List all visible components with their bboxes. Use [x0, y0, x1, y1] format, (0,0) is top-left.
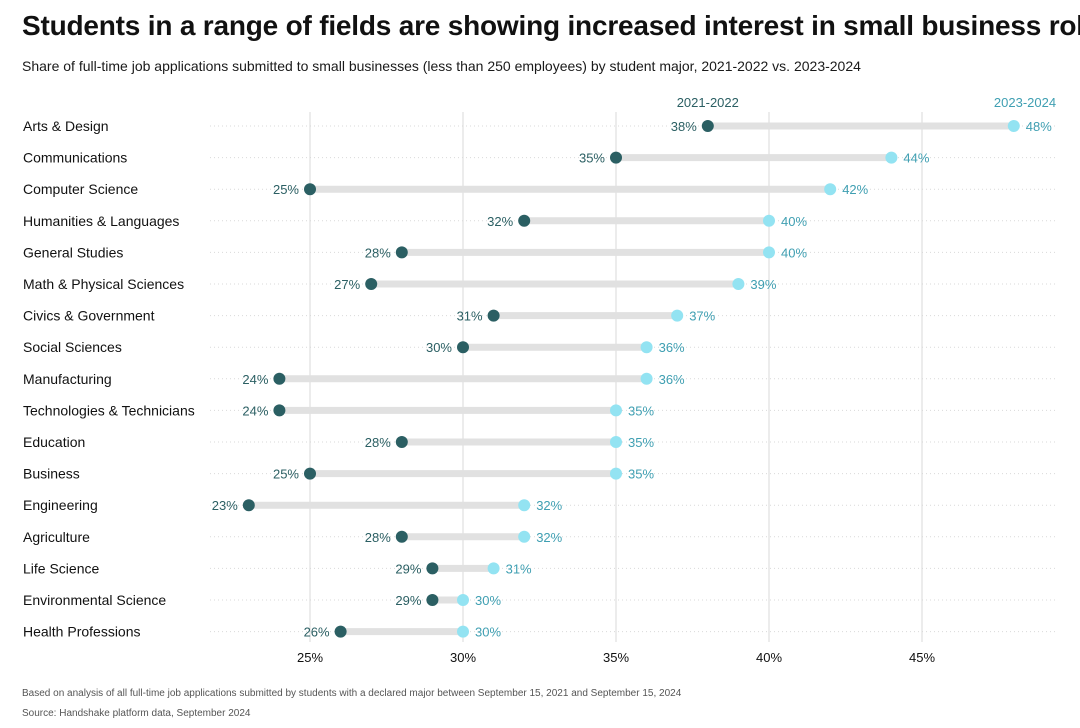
value-label-2021-2022: 25% — [273, 467, 299, 482]
value-label-2021-2022: 28% — [365, 530, 391, 545]
point-2023-2024 — [518, 530, 531, 543]
point-2021-2022 — [304, 467, 316, 480]
category-label: Engineering — [23, 497, 98, 513]
value-label-2021-2022: 23% — [212, 498, 238, 513]
point-2023-2024 — [640, 372, 653, 385]
value-label-2023-2024: 32% — [536, 498, 562, 513]
value-label-2023-2024: 35% — [628, 435, 654, 450]
category-label: Agriculture — [23, 529, 90, 545]
point-2023-2024 — [732, 278, 745, 290]
dumbbell-chart: 25% 30% 35% 40% 45% 2021-2022 2023-2024 Arts & … — [23, 95, 1056, 665]
value-label-2021-2022: 30% — [426, 340, 452, 355]
point-2021-2022 — [395, 246, 408, 259]
point-2021-2022 — [701, 120, 714, 132]
chart-title: Students in a range of fields are showin… — [22, 10, 1080, 41]
point-2023-2024 — [457, 625, 469, 638]
value-label-2023-2024: 30% — [475, 593, 501, 608]
value-label-2023-2024: 35% — [628, 403, 654, 418]
value-label-2021-2022: 24% — [242, 403, 268, 418]
category-label: Computer Science — [23, 181, 138, 197]
x-tick-label: 25% — [297, 650, 323, 665]
x-tick-label: 40% — [756, 650, 782, 665]
value-label-2023-2024: 44% — [903, 151, 929, 166]
point-2023-2024 — [610, 404, 622, 417]
point-2023-2024 — [640, 341, 653, 354]
value-label-2021-2022: 38% — [671, 119, 697, 134]
value-label-2023-2024: 37% — [689, 309, 715, 324]
point-2023-2024 — [487, 562, 500, 575]
value-label-2023-2024: 48% — [1026, 119, 1052, 134]
point-2023-2024 — [1007, 120, 1020, 132]
value-label-2021-2022: 25% — [273, 182, 299, 197]
value-label-2023-2024: 42% — [842, 182, 868, 197]
point-2023-2024 — [518, 499, 531, 512]
point-2021-2022 — [334, 625, 347, 638]
value-label-2023-2024: 35% — [628, 467, 654, 482]
value-label-2021-2022: 29% — [395, 593, 421, 608]
value-label-2021-2022: 35% — [579, 151, 605, 166]
category-label: Manufacturing — [23, 371, 112, 387]
category-label: Education — [23, 434, 85, 450]
x-tick-label: 30% — [450, 650, 476, 665]
series-label-2023-2024: 2023-2024 — [994, 95, 1056, 110]
category-label: Environmental Science — [23, 592, 166, 608]
point-2021-2022 — [395, 530, 408, 543]
category-label: Arts & Design — [23, 118, 109, 134]
value-label-2021-2022: 28% — [365, 245, 391, 260]
value-label-2021-2022: 31% — [457, 309, 483, 324]
value-label-2023-2024: 40% — [781, 245, 807, 260]
point-2021-2022 — [518, 214, 531, 227]
value-label-2021-2022: 32% — [487, 214, 513, 229]
point-2021-2022 — [426, 562, 439, 575]
point-2021-2022 — [242, 499, 255, 512]
series-label-2021-2022: 2021-2022 — [677, 95, 739, 110]
category-label: Social Sciences — [23, 339, 122, 355]
point-2021-2022 — [610, 151, 622, 164]
category-label: Math & Physical Sciences — [23, 276, 184, 292]
chart-source: Source: Handshake platform data, Septemb… — [22, 708, 251, 719]
value-label-2023-2024: 39% — [750, 277, 776, 292]
point-2021-2022 — [487, 309, 500, 322]
point-2023-2024 — [763, 214, 775, 227]
point-2023-2024 — [610, 467, 622, 480]
point-2021-2022 — [273, 404, 286, 417]
category-label: Health Professions — [23, 624, 141, 640]
point-2021-2022 — [304, 183, 316, 196]
value-label-2023-2024: 36% — [659, 372, 685, 387]
category-label: Humanities & Languages — [23, 213, 179, 229]
point-2023-2024 — [610, 436, 622, 448]
category-label: Life Science — [23, 560, 99, 576]
category-label: Business — [23, 466, 80, 482]
category-label: Communications — [23, 150, 127, 166]
point-2023-2024 — [885, 151, 898, 164]
x-tick-label: 45% — [909, 650, 935, 665]
value-label-2021-2022: 27% — [334, 277, 360, 292]
point-2023-2024 — [763, 246, 775, 259]
point-2021-2022 — [426, 594, 439, 606]
category-label: Civics & Government — [23, 308, 155, 324]
category-label: Technologies & Technicians — [23, 402, 195, 418]
x-tick-label: 35% — [603, 650, 629, 665]
value-label-2021-2022: 26% — [304, 625, 330, 640]
value-label-2021-2022: 28% — [365, 435, 391, 450]
point-2021-2022 — [365, 278, 378, 290]
value-label-2023-2024: 36% — [659, 340, 685, 355]
point-2023-2024 — [457, 594, 469, 606]
chart-subtitle: Share of full-time job applications subm… — [22, 58, 861, 74]
point-2023-2024 — [824, 183, 837, 196]
value-label-2023-2024: 30% — [475, 625, 501, 640]
value-label-2023-2024: 32% — [536, 530, 562, 545]
value-label-2021-2022: 24% — [242, 372, 268, 387]
value-label-2023-2024: 40% — [781, 214, 807, 229]
value-label-2023-2024: 31% — [506, 561, 532, 576]
category-label: General Studies — [23, 244, 123, 260]
value-label-2021-2022: 29% — [395, 561, 421, 576]
point-2023-2024 — [671, 309, 684, 322]
chart-footnote: Based on analysis of all full-time job a… — [22, 688, 682, 699]
point-2021-2022 — [457, 341, 469, 354]
point-2021-2022 — [395, 436, 408, 448]
point-2021-2022 — [273, 372, 286, 385]
